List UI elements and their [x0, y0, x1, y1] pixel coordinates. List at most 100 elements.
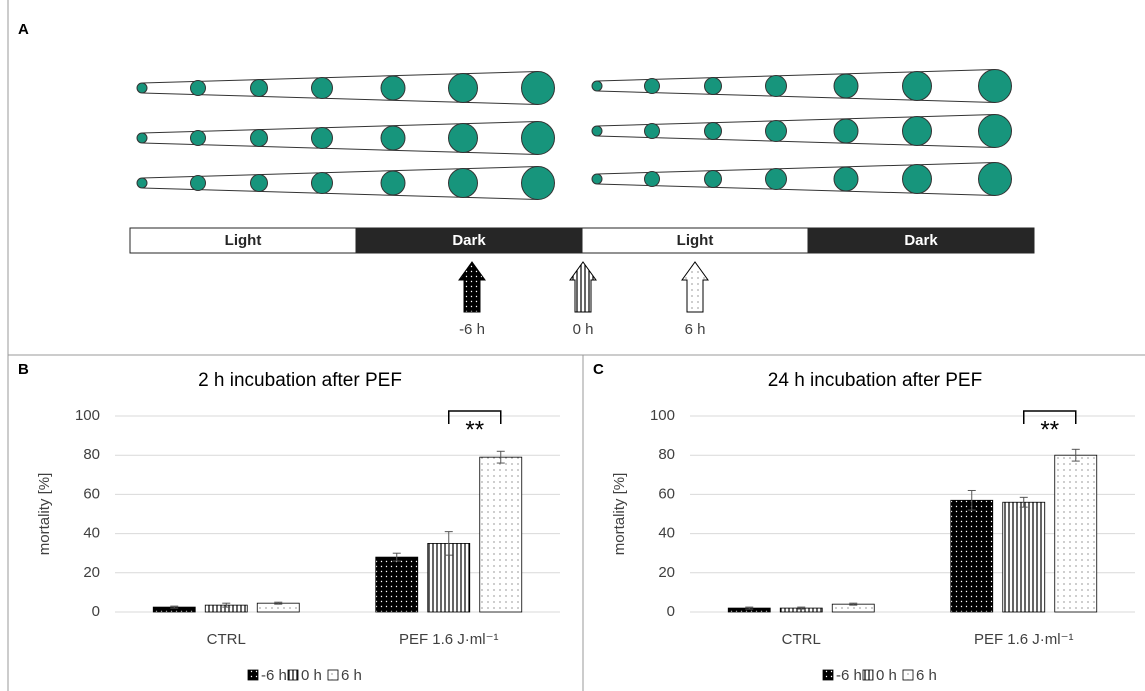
- phase-label: Light: [225, 232, 262, 249]
- y-tick-label: 40: [658, 525, 675, 542]
- cell: [592, 174, 602, 184]
- cell: [592, 81, 602, 91]
- phase-label: Light: [677, 232, 714, 249]
- cell: [979, 115, 1012, 148]
- y-axis-label: mortality [%]: [611, 473, 628, 556]
- phase-label: Dark: [904, 232, 938, 249]
- legend-swatch: [288, 670, 298, 680]
- legend-label: 6 h: [916, 667, 937, 684]
- time-arrow: [682, 262, 708, 312]
- legend-swatch: [903, 670, 913, 680]
- y-tick-label: 80: [658, 446, 675, 463]
- cone-edge: [597, 70, 995, 82]
- cell: [522, 72, 555, 105]
- legend-label: -6 h: [261, 667, 287, 684]
- cell: [903, 165, 932, 194]
- cell: [766, 121, 787, 142]
- significance-label: **: [1040, 416, 1059, 443]
- cell: [834, 74, 858, 98]
- cone-edge: [597, 91, 995, 103]
- legend-swatch: [248, 670, 258, 680]
- y-tick-label: 100: [75, 407, 100, 424]
- cell: [834, 167, 858, 191]
- time-label: 6 h: [685, 321, 706, 338]
- time-arrow: [570, 262, 596, 312]
- bar: [376, 557, 418, 612]
- legend-label: 6 h: [341, 667, 362, 684]
- time-arrow: [459, 262, 485, 312]
- cell: [449, 169, 478, 198]
- figure: A Light Dark Light Dark -6 h 0 h 6 h B 2 h incub…: [0, 0, 1145, 691]
- y-axis-label: mortality [%]: [36, 473, 53, 556]
- cone-edge: [597, 163, 995, 175]
- legend-label: 0 h: [876, 667, 897, 684]
- chart-title: 2 h incubation after PEF: [198, 370, 402, 391]
- cell: [381, 76, 405, 100]
- time-label: -6 h: [459, 321, 485, 338]
- cell: [522, 167, 555, 200]
- cell: [137, 178, 147, 188]
- cell: [251, 80, 268, 97]
- chart-title: 24 h incubation after PEF: [768, 370, 982, 391]
- time-label: 0 h: [573, 321, 594, 338]
- y-tick-label: 80: [83, 446, 100, 463]
- cell: [705, 171, 722, 188]
- cell: [522, 122, 555, 155]
- cell: [191, 131, 206, 146]
- legend-label: 0 h: [301, 667, 322, 684]
- panel-label: C: [593, 361, 604, 378]
- cell: [191, 176, 206, 191]
- cell: [766, 169, 787, 190]
- cell: [705, 78, 722, 95]
- cell: [645, 79, 660, 94]
- cell: [381, 126, 405, 150]
- cell: [137, 83, 147, 93]
- cell: [251, 175, 268, 192]
- y-tick-label: 60: [83, 485, 100, 502]
- cell: [312, 173, 333, 194]
- bar: [480, 457, 522, 612]
- y-tick-label: 100: [650, 407, 675, 424]
- cell: [903, 117, 932, 146]
- x-tick-label: CTRL: [207, 631, 246, 648]
- cell: [191, 81, 206, 96]
- significance-label: **: [465, 416, 484, 443]
- cone-edge: [597, 136, 995, 148]
- bar: [951, 500, 993, 612]
- legend-swatch: [823, 670, 833, 680]
- cell: [449, 74, 478, 103]
- bar: [1003, 502, 1045, 612]
- cell: [449, 124, 478, 153]
- phase-label: Dark: [452, 232, 486, 249]
- cone-edge: [597, 184, 995, 196]
- y-tick-label: 20: [83, 564, 100, 581]
- cell: [705, 123, 722, 140]
- cell: [381, 171, 405, 195]
- y-tick-label: 60: [658, 485, 675, 502]
- y-tick-label: 20: [658, 564, 675, 581]
- y-tick-label: 0: [92, 603, 100, 620]
- y-tick-label: 40: [83, 525, 100, 542]
- cell: [312, 78, 333, 99]
- cell: [645, 172, 660, 187]
- cell: [592, 126, 602, 136]
- cell: [137, 133, 147, 143]
- cell: [903, 72, 932, 101]
- x-tick-label: PEF 1.6 J·ml⁻¹: [974, 631, 1074, 648]
- cell: [645, 124, 660, 139]
- cell: [251, 130, 268, 147]
- legend-swatch: [863, 670, 873, 680]
- panel-label: B: [18, 361, 29, 378]
- cell: [766, 76, 787, 97]
- y-tick-label: 0: [667, 603, 675, 620]
- cell: [312, 128, 333, 149]
- cone-edge: [597, 115, 995, 127]
- panel-label: A: [18, 21, 29, 38]
- cell: [979, 70, 1012, 103]
- legend-swatch: [328, 670, 338, 680]
- cell: [979, 163, 1012, 196]
- cell: [834, 119, 858, 143]
- bar: [1055, 455, 1097, 612]
- x-tick-label: PEF 1.6 J·ml⁻¹: [399, 631, 499, 648]
- x-tick-label: CTRL: [782, 631, 821, 648]
